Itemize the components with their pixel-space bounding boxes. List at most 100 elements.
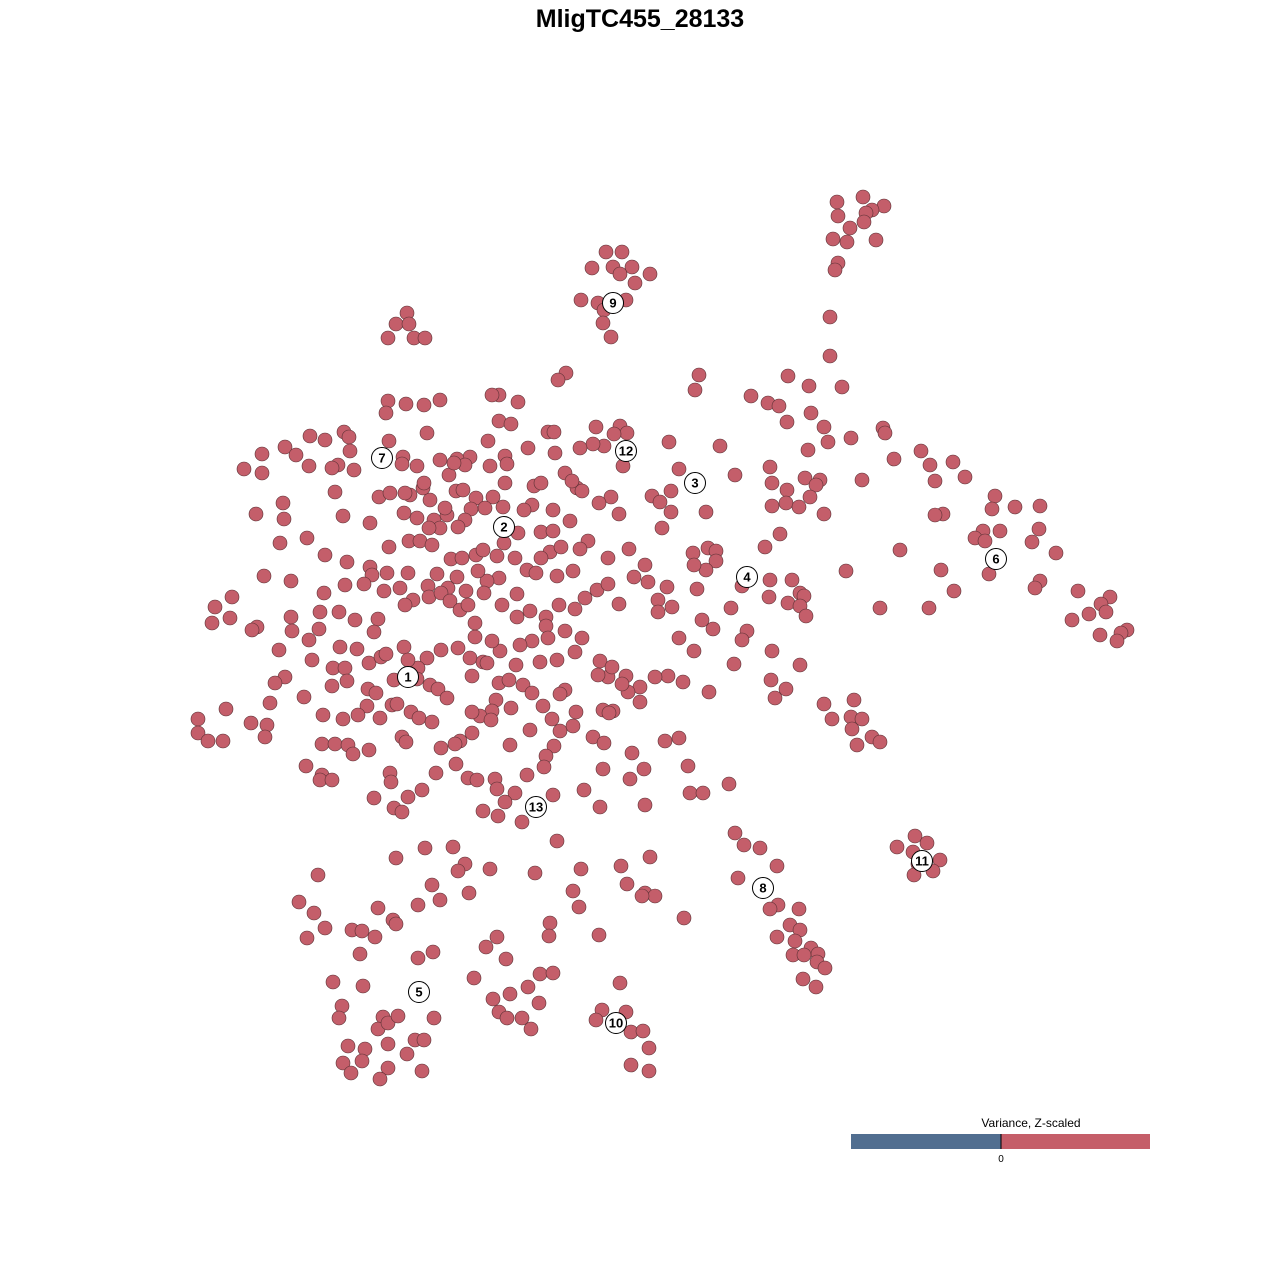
data-point [577, 590, 593, 606]
data-point [660, 668, 676, 684]
data-point [357, 1041, 373, 1057]
cluster-label-text: 8 [759, 881, 766, 896]
data-point [339, 554, 355, 570]
data-point [380, 1015, 396, 1031]
data-point [723, 600, 739, 616]
data-point [254, 465, 270, 481]
data-point [564, 473, 580, 489]
data-point [945, 454, 961, 470]
data-point [276, 511, 292, 527]
data-point [489, 781, 505, 797]
data-point [734, 632, 750, 648]
data-point [325, 974, 341, 990]
data-point [340, 1038, 356, 1054]
data-point [552, 723, 568, 739]
data-point [446, 455, 462, 471]
data-point [627, 275, 643, 291]
cluster-label-badge [736, 566, 758, 588]
data-point [626, 569, 642, 585]
data-point [514, 1010, 530, 1026]
data-point [464, 725, 480, 741]
data-point [416, 475, 432, 491]
data-point [215, 733, 231, 749]
data-point [686, 557, 702, 573]
cluster-label-badge [605, 1012, 627, 1034]
data-point [409, 458, 425, 474]
data-point [354, 923, 370, 939]
data-point [439, 690, 455, 706]
data-point [497, 475, 513, 491]
data-point [764, 643, 780, 659]
data-point [611, 596, 627, 612]
data-point [389, 696, 405, 712]
data-point [721, 776, 737, 792]
cluster-label-5: 5 [408, 981, 430, 1003]
data-point [394, 456, 410, 472]
data-point [262, 695, 278, 711]
data-point [687, 382, 703, 398]
data-point [784, 572, 800, 588]
data-point [726, 656, 742, 672]
data-point [545, 787, 561, 803]
cluster-label-text: 4 [743, 570, 751, 585]
data-point [528, 565, 544, 581]
data-point [454, 550, 470, 566]
data-point [302, 428, 318, 444]
data-point [390, 1008, 406, 1024]
cluster-label-text: 3 [691, 476, 698, 491]
data-point [361, 655, 377, 671]
cluster-label-13: 13 [525, 796, 547, 818]
data-point [557, 623, 573, 639]
data-point [467, 629, 483, 645]
data-point [432, 452, 448, 468]
data-point [889, 839, 905, 855]
data-point [801, 378, 817, 394]
data-point [546, 738, 562, 754]
data-point [933, 562, 949, 578]
data-point [634, 888, 650, 904]
data-point [482, 861, 498, 877]
data-point [450, 640, 466, 656]
data-point [341, 429, 357, 445]
data-point [455, 482, 471, 498]
data-point [467, 615, 483, 631]
data-point [1081, 606, 1097, 622]
data-point [779, 482, 795, 498]
data-point [458, 583, 474, 599]
data-point [448, 756, 464, 772]
data-point [485, 489, 501, 505]
data-point [271, 642, 287, 658]
data-point [520, 979, 536, 995]
data-point [312, 604, 328, 620]
data-point [808, 477, 824, 493]
data-point [573, 292, 589, 308]
data-point [464, 668, 480, 684]
data-point [820, 434, 836, 450]
data-point [763, 672, 779, 688]
data-point [304, 652, 320, 668]
data-point [501, 672, 517, 688]
data-point [342, 443, 358, 459]
data-point [797, 470, 813, 486]
data-point [401, 316, 417, 332]
data-point [1032, 498, 1048, 514]
data-point [350, 707, 366, 723]
data-point [396, 505, 412, 521]
data-point [695, 785, 711, 801]
data-point [640, 574, 656, 590]
data-point [588, 419, 604, 435]
data-point [680, 758, 696, 774]
data-point [907, 828, 923, 844]
data-point [299, 930, 315, 946]
data-point [190, 725, 206, 741]
data-point [757, 539, 773, 555]
data-point [324, 678, 340, 694]
data-point [421, 520, 437, 536]
data-point [632, 694, 648, 710]
cluster-label-4: 4 [736, 566, 758, 588]
cluster-label-8: 8 [752, 877, 774, 899]
data-point [522, 722, 538, 738]
data-point [535, 698, 551, 714]
data-point [585, 436, 601, 452]
